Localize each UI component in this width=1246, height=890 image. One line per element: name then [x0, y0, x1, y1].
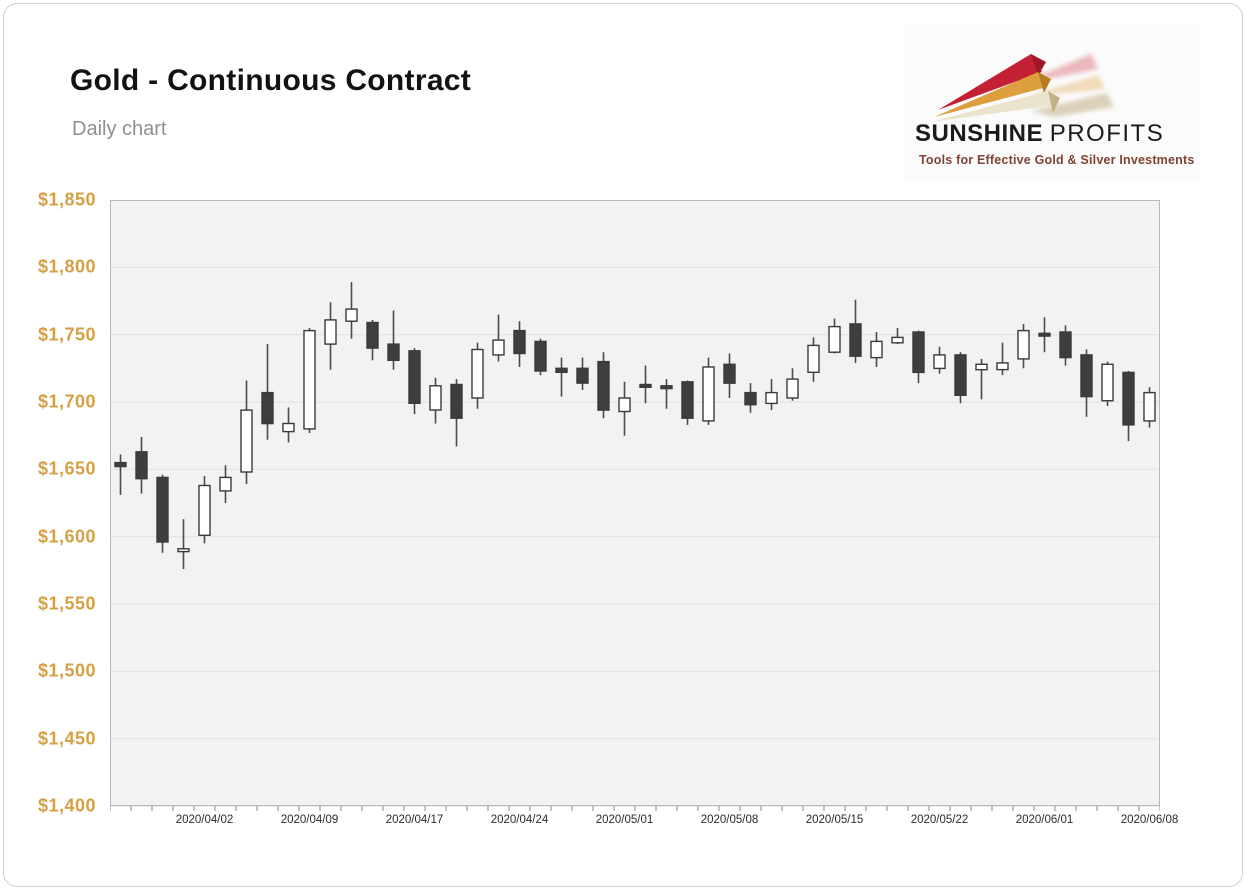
candlestick-plot [109, 199, 1161, 812]
x-axis-label: 2020/06/08 [1120, 814, 1179, 826]
page-subtitle: Daily chart [72, 118, 167, 140]
logo-name: SUNSHINE PROFITS [915, 120, 1197, 148]
y-axis-label: $1,800 [37, 256, 96, 277]
sunshine-profits-logo: SUNSHINE PROFITS Tools for Effective Gol… [905, 25, 1200, 182]
x-axis: 2020/04/02 2020/04/09 2020/04/17 2020/04/24… [0, 814, 1246, 838]
y-axis-label: $1,550 [37, 593, 96, 614]
page-title: Gold - Continuous Contract [70, 64, 472, 97]
y-axis-label: $1,650 [37, 458, 96, 479]
logo-name-secondary: PROFITS [1049, 120, 1165, 147]
x-axis-label: 2020/06/01 [1015, 814, 1074, 826]
x-axis-label: 2020/05/08 [700, 814, 759, 826]
candlestick-svg [109, 199, 1161, 811]
y-axis-label: $1,700 [37, 391, 96, 412]
y-axis-label: $1,500 [37, 660, 96, 681]
x-axis-label: 2020/05/22 [910, 814, 969, 826]
x-axis-label: 2020/05/01 [595, 814, 654, 826]
x-axis-label: 2020/04/02 [175, 814, 234, 826]
y-axis-label: $1,450 [37, 728, 96, 749]
logo-name-primary: SUNSHINE [915, 120, 1044, 147]
x-axis-label: 2020/04/17 [385, 814, 444, 826]
y-axis-label: $1,400 [37, 795, 96, 816]
x-axis-label: 2020/04/09 [280, 814, 339, 826]
logo-arrows-icon [931, 54, 1114, 122]
x-axis-label: 2020/05/15 [805, 814, 864, 826]
logo-tagline: Tools for Effective Gold & Silver Invest… [919, 153, 1195, 167]
y-axis: $1,850 $1,800 $1,750 $1,700 $1,650 $1,600 $1,5… [0, 0, 96, 890]
y-axis-label: $1,850 [37, 189, 96, 210]
x-axis-label: 2020/04/24 [490, 814, 549, 826]
y-axis-label: $1,600 [37, 526, 96, 547]
y-axis-label: $1,750 [37, 324, 96, 345]
